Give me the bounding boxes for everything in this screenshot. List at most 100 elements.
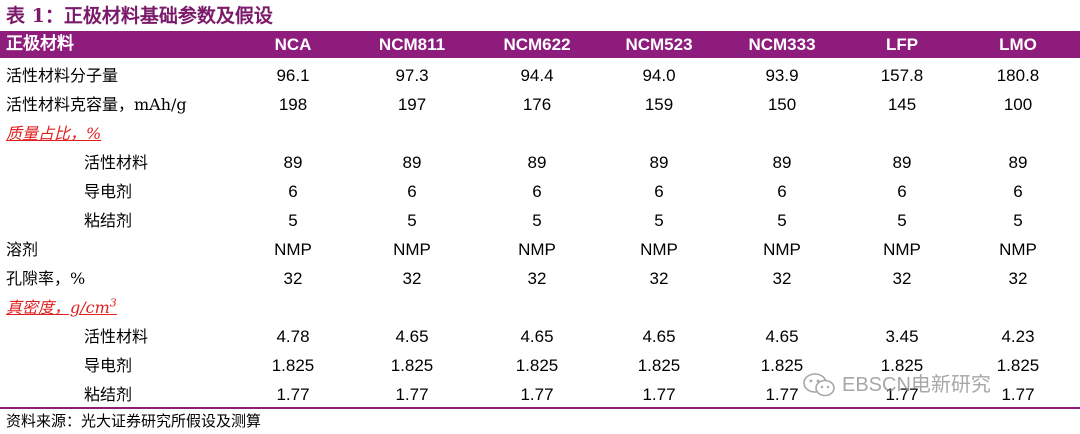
row-label-text: 导电剂 <box>84 356 133 375</box>
row-label-text: 导电剂 <box>84 182 133 201</box>
row-label: 活性材料分子量 <box>6 61 118 90</box>
table-cell: 157.8 <box>880 66 924 85</box>
table-row: 导电剂 1.825 1.825 1.825 1.825 1.825 1.825 1.825 <box>0 351 1080 380</box>
row-label-text: 质量占比，% <box>6 124 102 143</box>
row-label-text: 活性材料 <box>84 153 149 172</box>
table-row: 粘结剂 1.77 1.77 1.77 1.77 1.77 1.77 1.77 <box>0 380 1080 409</box>
table-cell: 4.65 <box>765 327 799 346</box>
table-title: 表 1：正极材料基础参数及假设 <box>6 5 273 27</box>
source-note: 资料来源：光大证券研究所假设及测算 <box>6 412 262 430</box>
table-cell: 176 <box>522 95 552 114</box>
row-label-text: 孔隙率，% <box>6 269 86 288</box>
table-cell: 6 <box>407 182 417 201</box>
table-row: 孔隙率，% 32 32 32 32 32 32 32 <box>0 264 1080 293</box>
table-cell: 96.1 <box>276 66 310 85</box>
table-cell: 6 <box>654 182 664 201</box>
table-row: 质量占比，% <box>0 119 1080 148</box>
table-cell: 5 <box>288 211 298 230</box>
table-cell: 1.825 <box>390 356 434 375</box>
table-cell: 4.23 <box>1001 327 1035 346</box>
table-cell: 1.825 <box>760 356 804 375</box>
table-cell: 1.825 <box>996 356 1040 375</box>
header-col: NCM622 <box>503 35 571 54</box>
table-cell: 1.77 <box>276 385 310 404</box>
watermark: EBSCN电新研究 <box>802 370 991 400</box>
table-cell: 32 <box>283 269 303 288</box>
table-cell: 159 <box>644 95 674 114</box>
table-cell: 3.45 <box>885 327 919 346</box>
row-label: 质量占比，% <box>6 119 101 148</box>
table-cell: 1.825 <box>637 356 681 375</box>
table-cell: 89 <box>527 153 547 172</box>
row-label: 粘结剂 <box>84 206 132 235</box>
wechat-icon <box>803 373 835 397</box>
table-cell: 93.9 <box>765 66 799 85</box>
table-cell: NMP <box>999 240 1037 259</box>
table-cell: 6 <box>532 182 542 201</box>
row-label: 粘结剂 <box>84 380 132 409</box>
table-row: 活性材料 4.78 4.65 4.65 4.65 4.65 3.45 4.23 <box>0 322 1080 351</box>
table-cell: 5 <box>897 211 907 230</box>
table-cell: 1.77 <box>520 385 554 404</box>
table-row: 真密度，g/cm3 <box>0 293 1080 322</box>
table-cell: 1.825 <box>271 356 315 375</box>
header-col: NCM333 <box>748 35 816 54</box>
row-label-text: 活性材料克容量，mAh/g <box>6 95 187 114</box>
header-col: LFP <box>885 35 919 54</box>
row-label: 真密度，g/cm3 <box>6 293 117 322</box>
table-cell: 5 <box>777 211 787 230</box>
table-cell: 1.77 <box>1001 385 1035 404</box>
table-cell: 89 <box>283 153 303 172</box>
header-col: NCM523 <box>625 35 693 54</box>
table-cell: 94.4 <box>520 66 554 85</box>
header-label: 正极材料 <box>6 34 74 54</box>
table-cell: 1.77 <box>642 385 676 404</box>
table-cell: 32 <box>892 269 912 288</box>
header-col: LMO <box>999 35 1037 54</box>
table-row: 导电剂 6 6 6 6 6 6 6 <box>0 177 1080 206</box>
table-cell: 4.65 <box>520 327 554 346</box>
table-cell: 1.77 <box>395 385 429 404</box>
table-cell: 5 <box>654 211 664 230</box>
table-cell: NMP <box>763 240 801 259</box>
table-cell: 97.3 <box>395 66 429 85</box>
table-cell: 5 <box>407 211 417 230</box>
table-cell: NMP <box>518 240 556 259</box>
table-cell: NMP <box>393 240 431 259</box>
row-label: 活性材料 <box>84 148 148 177</box>
row-label: 溶剂 <box>6 235 38 264</box>
table-cell: NMP <box>883 240 921 259</box>
table-cell: 32 <box>772 269 792 288</box>
table-cell: 180.8 <box>996 66 1040 85</box>
table-cell: 4.65 <box>642 327 676 346</box>
table-cell: 89 <box>649 153 669 172</box>
table-cell: 89 <box>402 153 422 172</box>
table-cell: 145 <box>887 95 917 114</box>
table-row: 粘结剂 5 5 5 5 5 5 5 <box>0 206 1080 235</box>
row-label: 导电剂 <box>84 351 132 380</box>
table-cell: 100 <box>1003 95 1033 114</box>
table-cell: 4.78 <box>276 327 310 346</box>
table-cell: 1.77 <box>885 385 919 404</box>
header-bar <box>0 31 1080 58</box>
table-cell: 1.825 <box>515 356 559 375</box>
table-cell: 89 <box>772 153 792 172</box>
table-cell: 94.0 <box>642 66 676 85</box>
table-cell: NMP <box>640 240 678 259</box>
table-cell: 6 <box>897 182 907 201</box>
row-label-text: 活性材料分子量 <box>6 66 119 85</box>
table-cell: NMP <box>274 240 312 259</box>
table-row: 溶剂 NMP NMP NMP NMP NMP NMP NMP <box>0 235 1080 264</box>
row-label-text: 真密度，g/cm <box>6 298 110 317</box>
table-row: 活性材料分子量 96.1 97.3 94.4 94.0 93.9 157.8 180.8 <box>0 61 1080 90</box>
table-cell: 89 <box>892 153 912 172</box>
table-cell: 6 <box>1013 182 1023 201</box>
bottom-rule <box>0 407 1080 409</box>
table-cell: 32 <box>402 269 422 288</box>
table-cell: 1.825 <box>880 356 924 375</box>
table-cell: 32 <box>1008 269 1028 288</box>
row-label-text: 粘结剂 <box>84 211 133 230</box>
table-cell: 4.65 <box>395 327 429 346</box>
table-cell: 197 <box>397 95 427 114</box>
table-row: 活性材料 89 89 89 89 89 89 89 <box>0 148 1080 177</box>
